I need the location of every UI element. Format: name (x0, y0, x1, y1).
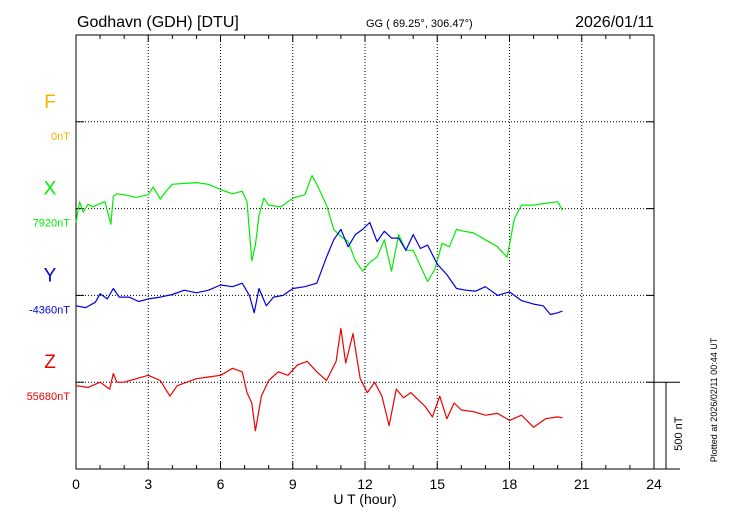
trace-z (75, 327, 563, 432)
x-tick-label: 18 (502, 476, 518, 492)
x-tick-label: 9 (289, 476, 297, 492)
baseline-label-z: 55680nT (27, 391, 71, 403)
scale-bar: 500 nT (654, 381, 685, 470)
grid-lines (76, 35, 654, 469)
scale-bar-label: 500 nT (673, 416, 685, 451)
x-tick-label: 3 (144, 476, 152, 492)
x-tick-label: 24 (646, 476, 662, 492)
baseline-label-x: 7920nT (33, 218, 71, 230)
x-tick-label: 21 (574, 476, 590, 492)
row-tick-marks (76, 121, 654, 383)
station-title: Godhavn (GDH) [DTU] (77, 14, 239, 31)
x-tick-label: 0 (72, 476, 80, 492)
component-labels: F 0nT X 7920nT Y -4360nT Z 55680nT (27, 92, 71, 403)
trace-y (75, 221, 563, 316)
trace-x (75, 175, 564, 283)
geographic-coordinates: GG ( 69.25°, 306.47°) (366, 18, 473, 30)
x-tick-label: 6 (217, 476, 225, 492)
plot-date: 2026/01/11 (575, 14, 654, 31)
plotted-timestamp: Plotted at 2026/02/11 00:44 UT (709, 337, 719, 462)
component-label-y: Y (44, 265, 57, 286)
component-label-x: X (44, 179, 57, 200)
x-tick-label: 12 (357, 476, 373, 492)
x-tick-label: 15 (429, 476, 445, 492)
baseline-label-y: -4360nT (29, 304, 70, 316)
x-axis-ticks: 0 3 6 9 12 15 18 21 24 (72, 35, 662, 492)
component-label-f: F (44, 92, 56, 113)
x-axis-label: U T (hour) (333, 491, 396, 507)
component-label-z: Z (44, 352, 56, 373)
data-traces (75, 175, 564, 432)
baseline-label-f: 0nT (51, 131, 70, 143)
